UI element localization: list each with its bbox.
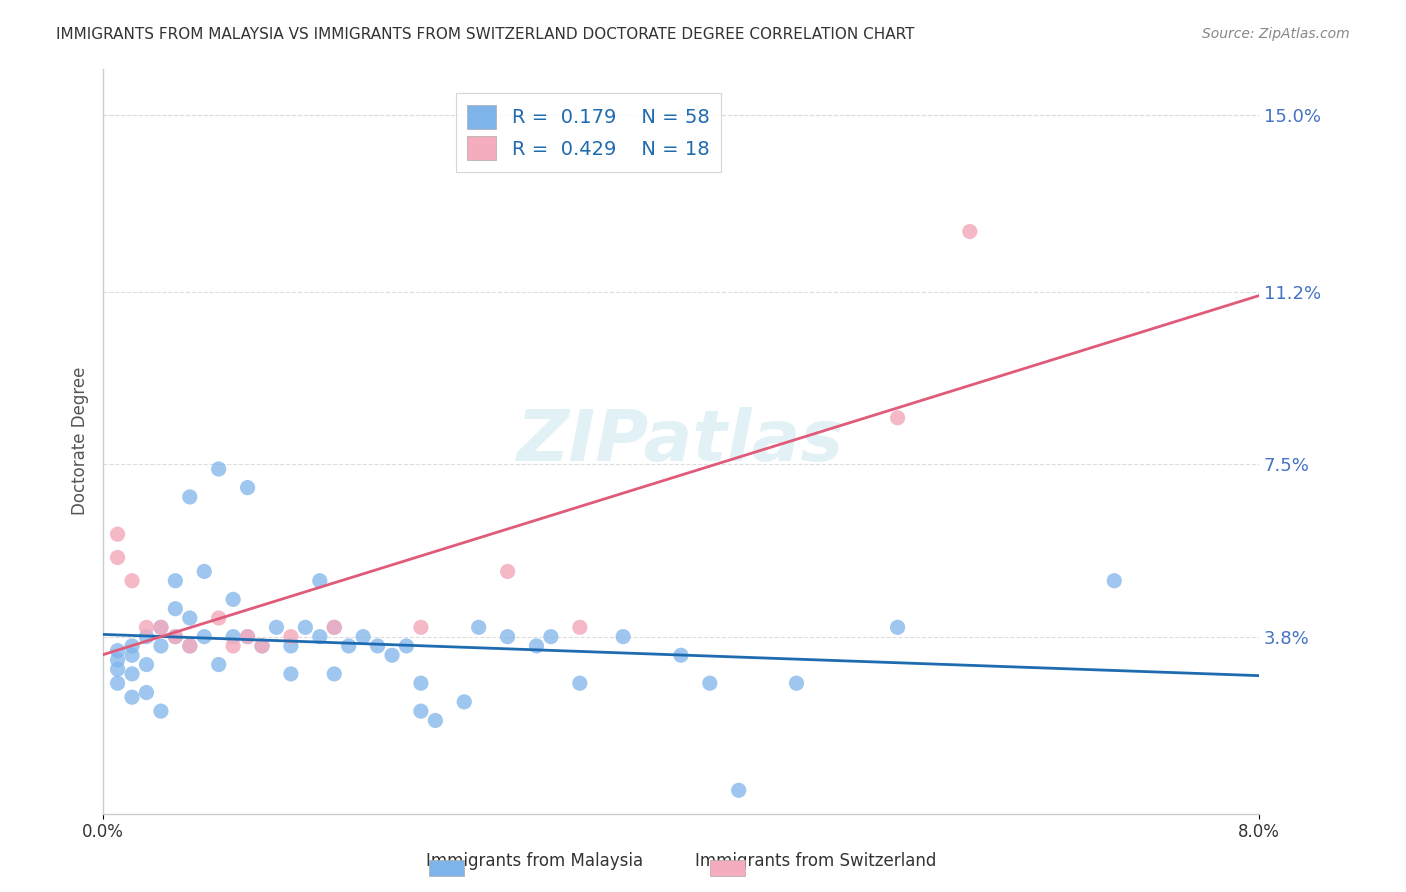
Point — [208, 462, 231, 476]
Point — [337, 639, 360, 653]
Point — [526, 639, 548, 653]
Point — [135, 620, 157, 634]
Point — [425, 714, 447, 728]
Point — [886, 410, 908, 425]
Text: IMMIGRANTS FROM MALAYSIA VS IMMIGRANTS FROM SWITZERLAND DOCTORATE DEGREE CORRELA: IMMIGRANTS FROM MALAYSIA VS IMMIGRANTS F… — [56, 27, 915, 42]
Point — [785, 676, 807, 690]
Point — [266, 620, 288, 634]
Point — [727, 783, 749, 797]
Point — [886, 620, 908, 634]
Point — [149, 639, 172, 653]
Point — [149, 620, 172, 634]
Point — [280, 666, 302, 681]
Point — [222, 630, 245, 644]
Text: Source: ZipAtlas.com: Source: ZipAtlas.com — [1202, 27, 1350, 41]
Point — [612, 630, 634, 644]
Legend: R =  0.179    N = 58, R =  0.429    N = 18: R = 0.179 N = 58, R = 0.429 N = 18 — [456, 93, 721, 171]
Point — [308, 630, 330, 644]
Text: ZIPatlas: ZIPatlas — [517, 407, 845, 475]
Point — [121, 574, 143, 588]
Point — [107, 527, 129, 541]
Point — [467, 620, 489, 634]
Point — [135, 630, 157, 644]
Point — [381, 648, 404, 663]
Point — [453, 695, 475, 709]
Point — [236, 630, 259, 644]
Point — [409, 676, 432, 690]
Point — [236, 630, 259, 644]
Point — [540, 630, 562, 644]
Point — [149, 620, 172, 634]
Point — [165, 630, 187, 644]
Y-axis label: Doctorate Degree: Doctorate Degree — [72, 367, 89, 516]
Point — [367, 639, 389, 653]
Point — [669, 648, 692, 663]
Point — [496, 630, 519, 644]
Point — [323, 620, 346, 634]
Point — [250, 639, 273, 653]
Point — [395, 639, 418, 653]
Point — [208, 611, 231, 625]
Point — [107, 643, 129, 657]
Point — [959, 225, 981, 239]
Point — [352, 630, 374, 644]
Point — [699, 676, 721, 690]
Point — [1104, 574, 1126, 588]
Point — [165, 630, 187, 644]
Point — [308, 574, 330, 588]
Point — [496, 565, 519, 579]
Point — [179, 611, 201, 625]
Point — [121, 666, 143, 681]
Point — [179, 639, 201, 653]
Point — [409, 704, 432, 718]
Point — [193, 630, 215, 644]
Point — [280, 630, 302, 644]
Point — [107, 550, 129, 565]
Point — [250, 639, 273, 653]
Point — [208, 657, 231, 672]
Point — [294, 620, 316, 634]
Point — [149, 704, 172, 718]
Point — [193, 565, 215, 579]
Point — [107, 662, 129, 676]
Point — [179, 639, 201, 653]
Point — [135, 657, 157, 672]
Point — [280, 639, 302, 653]
Point — [323, 620, 346, 634]
Point — [568, 620, 591, 634]
Point — [165, 601, 187, 615]
Point — [409, 620, 432, 634]
Point — [222, 592, 245, 607]
Point — [135, 685, 157, 699]
Point — [222, 639, 245, 653]
Point — [568, 676, 591, 690]
Point — [179, 490, 201, 504]
Point — [107, 676, 129, 690]
Point — [323, 666, 346, 681]
Text: Immigrants from Switzerland: Immigrants from Switzerland — [695, 852, 936, 870]
Point — [107, 653, 129, 667]
Point — [236, 481, 259, 495]
Text: Immigrants from Malaysia: Immigrants from Malaysia — [426, 852, 643, 870]
Point — [121, 690, 143, 705]
Point — [165, 574, 187, 588]
Point — [121, 639, 143, 653]
Point — [121, 648, 143, 663]
